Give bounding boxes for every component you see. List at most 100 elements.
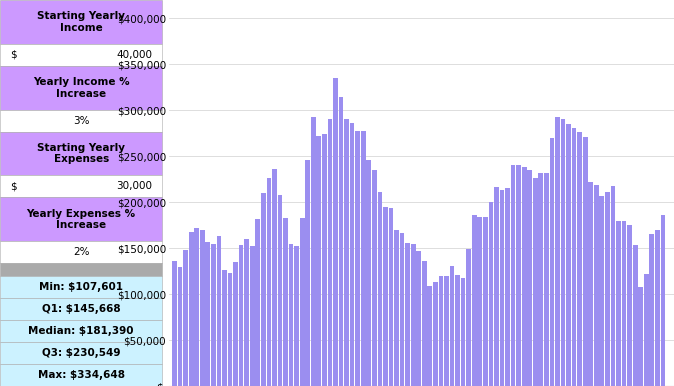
Bar (255, 219, 260, 386)
Bar (216, 236, 221, 386)
Bar (178, 266, 183, 386)
Bar (466, 249, 471, 386)
Text: $: $ (9, 50, 16, 60)
Bar (377, 192, 382, 386)
Text: Q3: $230,549: Q3: $230,549 (42, 348, 121, 358)
Bar (194, 228, 199, 386)
Bar (594, 185, 599, 386)
Text: Max: $334,648: Max: $334,648 (38, 370, 125, 380)
Bar (499, 190, 504, 386)
Bar (605, 192, 610, 386)
Bar (344, 120, 349, 386)
Text: Q1: $145,668: Q1: $145,668 (42, 304, 121, 314)
Bar (367, 160, 371, 386)
Bar (611, 186, 615, 386)
Text: Starting Yearly
Expenses: Starting Yearly Expenses (37, 143, 125, 164)
Bar (200, 230, 205, 386)
Bar (494, 188, 499, 386)
Bar (638, 287, 643, 386)
Text: Min: $107,601: Min: $107,601 (39, 282, 123, 292)
Bar (472, 215, 477, 386)
Bar (0, 263, 162, 276)
Bar (261, 193, 266, 386)
Bar (444, 276, 449, 386)
Bar (505, 188, 510, 386)
Bar (189, 232, 193, 386)
Bar (405, 243, 410, 386)
Text: 3%: 3% (73, 116, 90, 125)
Bar (661, 215, 665, 386)
Bar (539, 173, 543, 386)
Bar (455, 275, 460, 386)
Bar (422, 261, 427, 386)
Bar (355, 130, 360, 386)
Bar (283, 218, 288, 386)
Bar (0, 0, 162, 44)
Bar (633, 245, 638, 386)
Bar (533, 178, 538, 386)
Bar (245, 239, 249, 386)
Bar (383, 207, 388, 386)
Bar (278, 195, 282, 386)
Bar (0, 197, 162, 241)
Text: 40,000: 40,000 (117, 50, 152, 60)
Bar (555, 117, 560, 386)
Bar (483, 217, 488, 386)
Bar (400, 234, 404, 386)
Bar (394, 230, 399, 386)
Bar (0, 110, 162, 132)
Bar (206, 242, 210, 386)
Bar (566, 124, 571, 386)
Bar (627, 225, 632, 386)
Bar (417, 251, 421, 386)
Bar (0, 176, 162, 197)
Bar (288, 244, 293, 386)
Bar (427, 286, 432, 386)
Bar (322, 134, 327, 386)
Bar (0, 364, 162, 386)
Bar (0, 342, 162, 364)
Text: $: $ (9, 181, 16, 191)
Bar (561, 119, 565, 386)
Bar (511, 166, 516, 386)
Bar (644, 274, 648, 386)
Bar (588, 182, 593, 386)
Bar (616, 220, 621, 386)
Bar (0, 320, 162, 342)
Bar (0, 44, 162, 66)
Bar (239, 245, 243, 386)
Bar (477, 217, 482, 386)
Bar (411, 244, 416, 386)
Text: 30,000: 30,000 (117, 181, 152, 191)
Text: Median: $181,390: Median: $181,390 (28, 326, 134, 336)
Bar (522, 167, 526, 386)
Bar (389, 208, 394, 386)
Bar (172, 261, 177, 386)
Bar (272, 169, 277, 386)
Bar (433, 282, 437, 386)
Bar (583, 137, 588, 386)
Bar (439, 276, 443, 386)
Bar (361, 131, 365, 386)
Bar (0, 241, 162, 263)
Text: 2%: 2% (73, 247, 90, 257)
Bar (250, 246, 255, 386)
Bar (311, 117, 315, 386)
Bar (228, 273, 233, 386)
Bar (300, 218, 305, 386)
Bar (305, 160, 310, 386)
Bar (489, 202, 493, 386)
Bar (527, 170, 532, 386)
Bar (233, 262, 238, 386)
Bar (338, 96, 343, 386)
Bar (211, 244, 216, 386)
Bar (621, 220, 626, 386)
Bar (0, 66, 162, 110)
Bar (544, 173, 549, 386)
Bar (461, 278, 466, 386)
Bar (516, 166, 521, 386)
Bar (0, 276, 162, 298)
Bar (0, 298, 162, 320)
Bar (549, 138, 554, 386)
Bar (372, 170, 377, 386)
